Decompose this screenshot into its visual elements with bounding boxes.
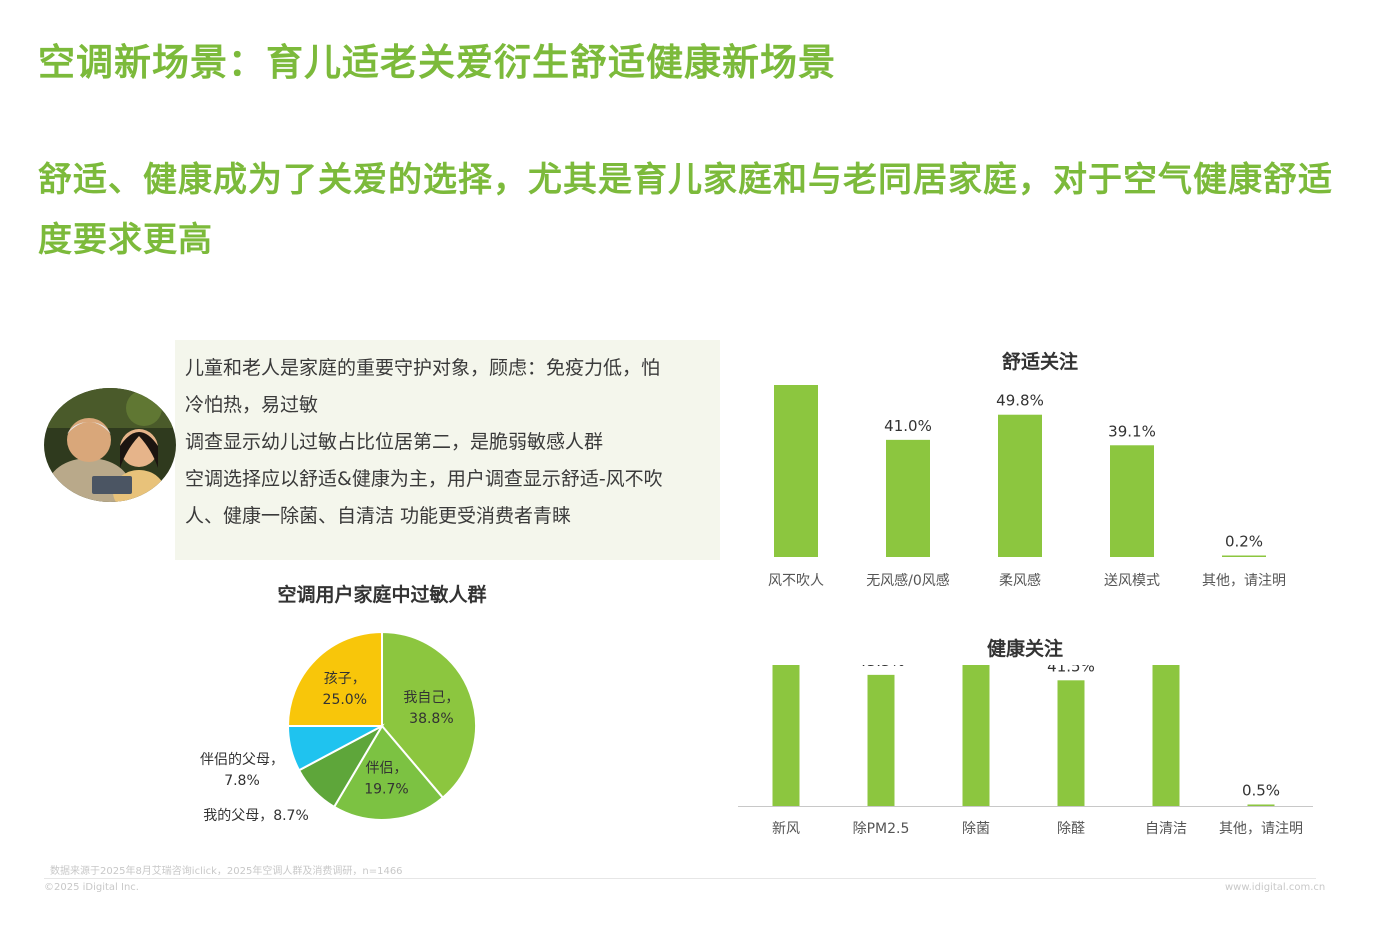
category-label: 新风 (772, 821, 800, 837)
page-subtitle: 舒适、健康成为了关爱的选择，尤其是育儿家庭和与老同居家庭，对于空气健康舒适度要求… (38, 160, 1333, 260)
pie-slice-label: 我自己， (403, 690, 459, 706)
pie-slice (286, 630, 383, 727)
pie-slice-label: 我的父母，8.7% (203, 808, 309, 824)
category-label: 自清洁 (1145, 821, 1187, 837)
allergy-pie-chart: 我自己， 38.8% 伴侣， 19.7% 孩子， 25.0% 伴侣的父母， 7.8% 我的父母，… (200, 630, 477, 824)
footer-divider (44, 878, 1316, 879)
pie-slice (332, 724, 445, 821)
bar (1110, 445, 1154, 557)
bar (1057, 680, 1085, 806)
copyright: ©2025 iDigital Inc. (44, 882, 139, 893)
pie-slice-label: 25.0% (323, 692, 367, 708)
info-text: 儿童和老人是家庭的重要守护对象，顾虑：免疫力低，怕 冷怕热，易过敏 调查显示幼儿… (185, 350, 715, 535)
health-bar-chart: 新风43.3%除PM2.562.7%除菌41.5%除醛55.1%自清洁0.5%其… (738, 665, 1313, 837)
bar-value-label: 43.3% (857, 665, 905, 670)
info-line: 儿童和老人是家庭的重要守护对象，顾虑：免疫力低，怕 (185, 357, 661, 379)
category-label: 除PM2.5 (853, 821, 910, 837)
category-label: 柔风感 (999, 572, 1041, 589)
bar (998, 414, 1042, 557)
pie-slice (381, 630, 477, 800)
category-label: 其他，请注明 (1202, 573, 1286, 589)
bar-value-label: 41.5% (1047, 665, 1095, 675)
bar (1222, 555, 1266, 557)
category-label: 除菌 (962, 821, 990, 837)
pie-slice-label: 孩子， (324, 671, 366, 687)
bar (772, 665, 800, 806)
info-line: 冷怕热，易过敏 (185, 394, 319, 416)
category-label: 风不吹人 (768, 573, 824, 589)
pie-chart-title: 空调用户家庭中过敏人群 (277, 584, 487, 606)
info-box: 儿童和老人是家庭的重要守护对象，顾虑：免疫力低，怕 冷怕热，易过敏 调查显示幼儿… (175, 340, 720, 560)
info-line: 调查显示幼儿过敏占比位居第二，是脆弱敏感人群 (185, 431, 604, 453)
page-title: 空调新场景：育儿适老关爱衍生舒适健康新场景 (38, 41, 836, 84)
pie-slice-label: 伴侣的父母， (200, 752, 284, 768)
health-chart-title: 健康关注 (986, 638, 1063, 660)
pie-slice-label: 38.8% (409, 711, 453, 727)
pie-slice-label: 19.7% (364, 781, 408, 797)
comfort-bar-chart: 67.8%风不吹人41.0%无风感/0风感49.8%柔风感39.1%送风模式0.… (768, 385, 1286, 589)
bar (962, 665, 990, 806)
bar-value-label: 41.0% (884, 417, 932, 435)
pie-slice-label: 7.8% (224, 773, 260, 789)
category-label: 除醛 (1057, 821, 1085, 837)
bar-value-label: 49.8% (996, 392, 1044, 410)
bar-value-label: 0.2% (1225, 533, 1263, 551)
category-label: 无风感/0风感 (866, 572, 950, 589)
bar-value-label: 0.5% (1242, 781, 1280, 799)
bar (867, 674, 895, 806)
category-label: 送风模式 (1104, 573, 1160, 589)
bar-value-label: 39.1% (1108, 422, 1156, 440)
bar (886, 439, 930, 557)
info-line: 人、健康一除菌、自清洁 功能更受消费者青睐 (185, 505, 572, 527)
info-line: 空调选择应以舒适&健康为主，用户调查显示舒适-风不吹 (185, 468, 663, 490)
bar (774, 385, 818, 557)
bar (1247, 804, 1275, 806)
bar (1152, 665, 1180, 806)
category-label: 其他，请注明 (1219, 821, 1303, 837)
site-url: www.idigital.com.cn (1225, 882, 1326, 893)
data-source-note: 数据来源于2025年8月艾瑞咨询iclick，2025年空调人群及消费调研，n=… (50, 866, 403, 877)
comfort-chart-title: 舒适关注 (1001, 351, 1078, 373)
pie-slice-label: 伴侣， (365, 760, 407, 776)
grandparent-child-photo (44, 388, 176, 502)
